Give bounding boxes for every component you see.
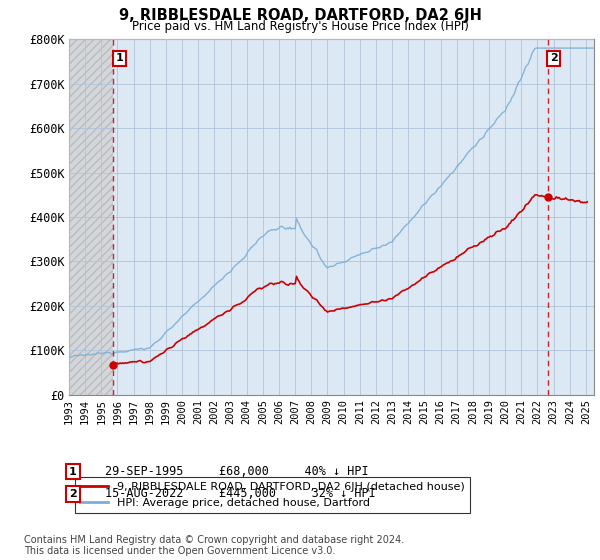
Text: 2: 2 bbox=[550, 53, 557, 63]
Legend: 9, RIBBLESDALE ROAD, DARTFORD, DA2 6JH (detached house), HPI: Average price, det: 9, RIBBLESDALE ROAD, DARTFORD, DA2 6JH (… bbox=[74, 477, 470, 514]
Text: 29-SEP-1995     £68,000     40% ↓ HPI: 29-SEP-1995 £68,000 40% ↓ HPI bbox=[105, 465, 368, 478]
Text: 9, RIBBLESDALE ROAD, DARTFORD, DA2 6JH: 9, RIBBLESDALE ROAD, DARTFORD, DA2 6JH bbox=[119, 8, 481, 24]
Text: 15-AUG-2022     £445,000     32% ↓ HPI: 15-AUG-2022 £445,000 32% ↓ HPI bbox=[105, 487, 376, 501]
Text: 2: 2 bbox=[69, 489, 77, 499]
Text: 1: 1 bbox=[69, 466, 77, 477]
Text: 1: 1 bbox=[116, 53, 124, 63]
Text: Price paid vs. HM Land Registry's House Price Index (HPI): Price paid vs. HM Land Registry's House … bbox=[131, 20, 469, 32]
Text: Contains HM Land Registry data © Crown copyright and database right 2024.
This d: Contains HM Land Registry data © Crown c… bbox=[24, 535, 404, 557]
